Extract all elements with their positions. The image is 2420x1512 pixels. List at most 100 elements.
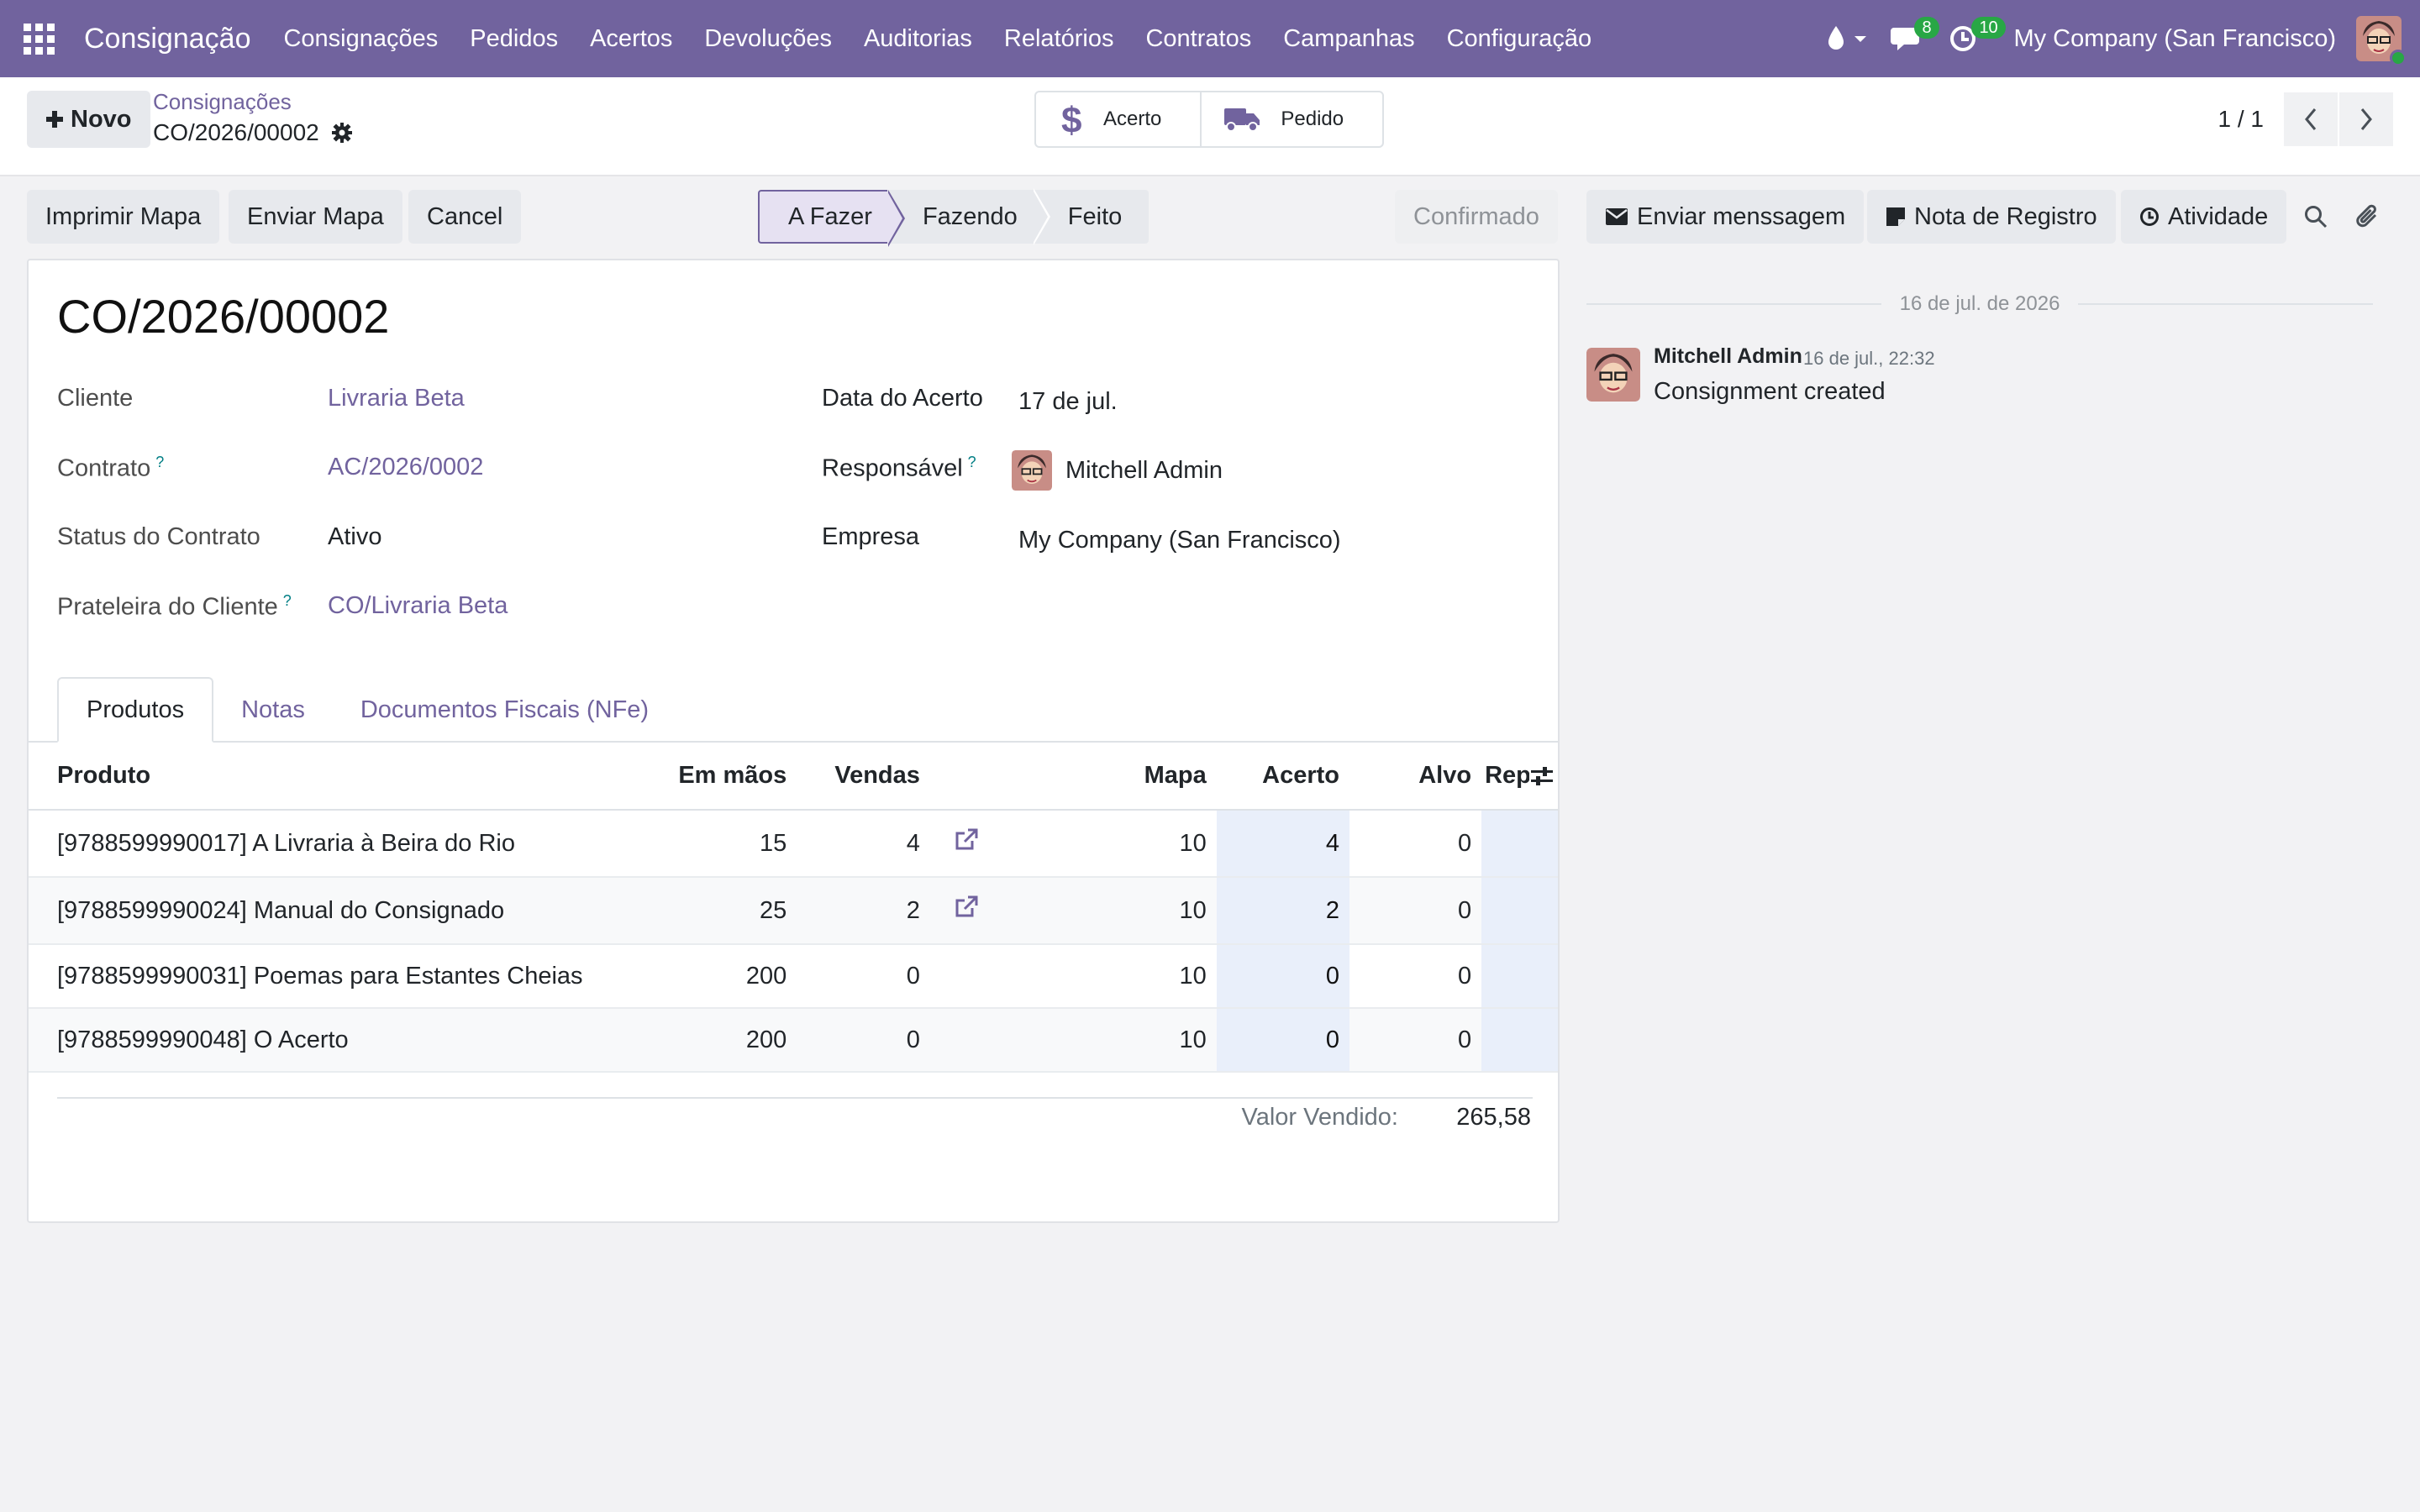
breadcrumb-parent[interactable]: Consignações — [153, 89, 292, 114]
cell-rep[interactable] — [1481, 810, 1558, 878]
optional-columns-toggle-icon[interactable] — [1528, 765, 1555, 788]
app-brand[interactable]: Consignação — [84, 22, 251, 55]
cell-produto[interactable]: [9788599990031] Poemas para Estantes Che… — [29, 944, 633, 1009]
cell-rep[interactable] — [1481, 1008, 1558, 1073]
external-link-icon[interactable] — [954, 827, 979, 853]
search-messages-icon[interactable] — [2296, 190, 2336, 244]
activities-clock-icon[interactable]: 10 — [1936, 0, 2006, 77]
company-switcher[interactable]: My Company (San Francisco) — [2013, 24, 2336, 52]
pager-previous-button[interactable] — [2284, 92, 2338, 146]
field-label-responsavel-text: Responsável — [822, 454, 963, 482]
cell-open-link[interactable] — [929, 810, 1013, 878]
gear-icon[interactable] — [331, 122, 353, 144]
log-note-button[interactable]: Nota de Registro — [1867, 190, 2116, 244]
field-empresa[interactable]: My Company (San Francisco) — [1018, 527, 1341, 554]
menu-item-relatorios[interactable]: Relatórios — [1003, 24, 1114, 52]
send-map-button[interactable]: Enviar Mapa — [229, 190, 402, 244]
message-author-avatar[interactable] — [1586, 348, 1640, 402]
online-status-dot — [2390, 50, 2407, 66]
field-cliente[interactable]: Livraria Beta — [328, 385, 465, 412]
message-author[interactable]: Mitchell Admin — [1654, 344, 1802, 368]
menu-item-configuracao[interactable]: Configuração — [1446, 24, 1592, 52]
cell-produto[interactable]: [9788599990048] O Acerto — [29, 1008, 633, 1073]
cell-acerto[interactable]: 0 — [1216, 944, 1349, 1009]
cancel-button[interactable]: Cancel — [408, 190, 522, 244]
stage-a-fazer[interactable]: A Fazer — [758, 190, 905, 247]
cell-alvo: 0 — [1349, 944, 1482, 1009]
field-contrato[interactable]: AC/2026/0002 — [328, 454, 484, 480]
field-label-cliente: Cliente — [57, 385, 133, 412]
new-button[interactable]: Novo — [27, 91, 150, 148]
field-label-contrato-text: Contrato — [57, 454, 151, 482]
column-header-vendas[interactable]: Vendas — [797, 743, 930, 811]
menu-item-contratos[interactable]: Contratos — [1145, 24, 1252, 52]
messages-icon[interactable]: 8 — [1879, 0, 1939, 77]
cell-open-link[interactable] — [929, 877, 1013, 945]
activity-button[interactable]: Atividade — [2121, 190, 2287, 244]
cell-produto[interactable]: [9788599990024] Manual do Consignado — [29, 877, 633, 945]
pager-next-button[interactable] — [2339, 92, 2393, 146]
cell-mapa: 10 — [1013, 810, 1217, 878]
chevron-left-icon — [2305, 108, 2317, 130]
smart-button-acerto[interactable]: $ Acerto — [1036, 92, 1200, 146]
table-row[interactable]: [9788599990024] Manual do Consignado 25 … — [29, 877, 1558, 945]
tab-notas[interactable]: Notas — [241, 696, 305, 723]
user-avatar[interactable] — [2356, 16, 2407, 66]
paperclip-icon[interactable] — [2348, 190, 2388, 244]
pager-value[interactable]: 1 / 1 — [2217, 106, 2264, 132]
cell-rep[interactable] — [1481, 944, 1558, 1009]
responsible-avatar — [1012, 450, 1052, 491]
send-message-button[interactable]: Enviar menssagem — [1586, 190, 1865, 244]
stage-feito[interactable]: Feito — [1032, 190, 1150, 244]
help-tooltip-icon[interactable]: ? — [155, 454, 165, 470]
field-label-data-acerto-text: Data do Acerto — [822, 385, 983, 412]
main-menu: Consignações Pedidos Acertos Devoluções … — [267, 25, 1607, 53]
cell-rep[interactable] — [1481, 877, 1558, 945]
help-tooltip-icon[interactable]: ? — [282, 592, 292, 609]
smart-button-acerto-label: Acerto — [1103, 108, 1162, 130]
help-tooltip-icon[interactable]: ? — [967, 454, 976, 470]
column-header-alvo[interactable]: Alvo — [1349, 743, 1482, 811]
messages-badge: 8 — [1914, 17, 1939, 39]
cell-acerto[interactable]: 0 — [1216, 1008, 1349, 1073]
send-message-label: Enviar menssagem — [1637, 202, 1846, 230]
cell-em-maos: 25 — [632, 877, 797, 945]
cell-alvo: 0 — [1349, 1008, 1482, 1073]
menu-item-consignacoes[interactable]: Consignações — [283, 24, 439, 52]
table-row[interactable]: [9788599990031] Poemas para Estantes Che… — [29, 944, 1558, 1009]
table-row[interactable]: [9788599990048] O Acerto 200 0 10 0 0 — [29, 1008, 1558, 1073]
stage-fazendo-label: Fazendo — [922, 202, 1018, 230]
cell-vendas: 0 — [797, 944, 930, 1009]
field-label-contrato: Contrato? — [57, 454, 164, 483]
activities-badge: 10 — [1971, 17, 2006, 39]
column-header-em-maos[interactable]: Em mãos — [632, 743, 797, 811]
menu-item-acertos[interactable]: Acertos — [590, 24, 673, 52]
external-link-icon[interactable] — [954, 895, 979, 920]
tab-produtos[interactable]: Produtos — [57, 677, 214, 743]
menu-item-devolucoes[interactable]: Devoluções — [704, 24, 832, 52]
cell-produto[interactable]: [9788599990017] A Livraria à Beira do Ri… — [29, 810, 633, 878]
cell-vendas: 2 — [797, 877, 930, 945]
field-status-contrato: Ativo — [328, 523, 382, 550]
column-header-produto[interactable]: Produto — [29, 743, 633, 811]
menu-item-campanhas[interactable]: Campanhas — [1283, 24, 1415, 52]
apps-menu-icon[interactable] — [0, 0, 77, 77]
column-header-acerto[interactable]: Acerto — [1216, 743, 1349, 811]
field-responsavel[interactable]: Mitchell Admin — [1012, 450, 1223, 491]
field-data-acerto[interactable]: 17 de jul. — [1018, 388, 1118, 415]
column-header-mapa[interactable]: Mapa — [1013, 743, 1217, 811]
debug-drop-icon[interactable] — [1813, 0, 1879, 77]
menu-item-pedidos[interactable]: Pedidos — [470, 24, 559, 52]
stage-fazendo[interactable]: Fazendo — [886, 188, 1050, 245]
cell-acerto[interactable]: 2 — [1216, 877, 1349, 945]
field-prateleira[interactable]: CO/Livraria Beta — [328, 592, 508, 619]
cell-acerto[interactable]: 4 — [1216, 810, 1349, 878]
menu-item-auditorias[interactable]: Auditorias — [863, 24, 972, 52]
table-row[interactable]: [9788599990017] A Livraria à Beira do Ri… — [29, 810, 1558, 878]
breadcrumb-current: CO/2026/00002 — [153, 119, 353, 146]
tab-documentos-fiscais[interactable]: Documentos Fiscais (NFe) — [360, 696, 650, 723]
print-map-button[interactable]: Imprimir Mapa — [27, 190, 220, 244]
smart-button-pedido[interactable]: Pedido — [1200, 92, 1382, 146]
cell-vendas: 4 — [797, 810, 930, 878]
column-header-rep[interactable]: Rep — [1481, 743, 1558, 811]
